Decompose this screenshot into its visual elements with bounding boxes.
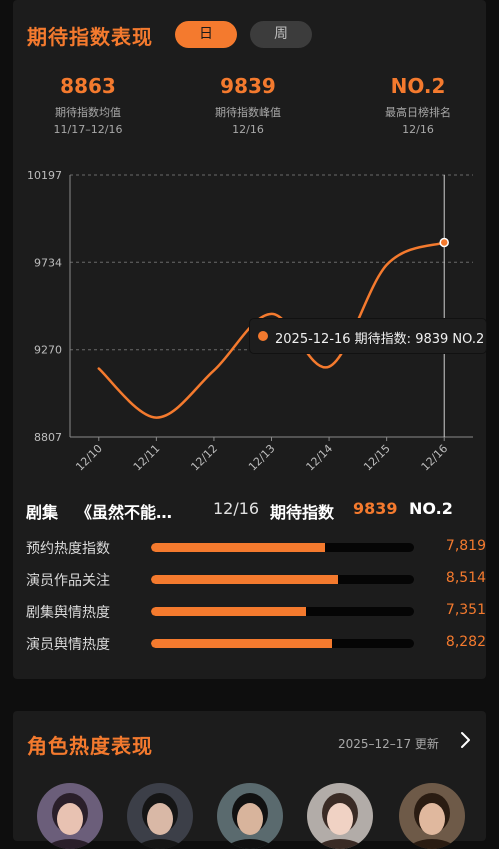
metric-value: 7,351 (445, 602, 486, 618)
stat-average: 8863 期待指数均值 11/17–12/16 (13, 74, 163, 136)
series-metric-label: 期待指数 (270, 503, 335, 522)
metric-label: 预约热度指数 (26, 541, 110, 557)
stat-value: 8863 (60, 74, 116, 98)
role-heat-card: 角色热度表现 2025–12–17 更新 (13, 711, 486, 849)
expectation-line-chart[interactable]: 10197 9734 9270 8807 12/10 12/11 12/12 12/13 12/… (13, 160, 486, 490)
actor-avatar[interactable] (127, 783, 193, 849)
expectation-index-card: 期待指数表现 日 周 8863 期待指数均值 11/17–12/16 9839 … (13, 0, 486, 679)
actor-avatar[interactable] (399, 783, 465, 849)
series-title[interactable]: 《虽然不能… (76, 503, 173, 522)
metric-row: 演员舆情热度 8,282 (26, 634, 486, 654)
x-tick-label: 12/13 (246, 442, 278, 474)
tab-week[interactable]: 周 (250, 21, 312, 48)
metric-row: 演员作品关注 8,514 (26, 570, 486, 590)
stat-date: 11/17–12/16 (53, 123, 123, 136)
section-title: 角色热度表现 (27, 734, 153, 758)
metric-bar-fill (151, 639, 333, 648)
stat-label: 最高日榜排名 (385, 106, 451, 119)
stat-date: 12/16 (402, 123, 434, 136)
x-tick-label: 12/15 (361, 442, 393, 474)
chart-tooltip: 2025-12-16 期待指数: 9839 NO.2 (250, 319, 486, 353)
stat-label: 期待指数峰值 (215, 106, 281, 119)
tab-day[interactable]: 日 (175, 21, 237, 48)
stat-label: 期待指数均值 (55, 106, 121, 119)
x-tick-label: 12/14 (304, 442, 336, 474)
metric-bar-fill (151, 575, 338, 584)
metric-bar-track (151, 575, 414, 584)
metric-label: 剧集舆情热度 (26, 605, 110, 621)
series-metric-value: 9839 (353, 499, 398, 518)
series-rank: NO.2 (409, 499, 453, 518)
y-tick-label: 10197 (27, 169, 62, 182)
section-title: 期待指数表现 (27, 25, 153, 49)
x-tick-label: 12/11 (131, 442, 163, 474)
x-tick-label: 12/10 (73, 442, 105, 474)
metric-bar-track (151, 607, 414, 616)
series-type-label: 剧集 (26, 503, 59, 522)
actor-avatar[interactable] (307, 783, 373, 849)
chevron-right-icon[interactable] (456, 730, 476, 750)
tooltip-marker-icon (258, 331, 268, 341)
stat-value: 9839 (220, 74, 276, 98)
actor-avatar[interactable] (37, 783, 103, 849)
tooltip-text: 2025-12-16 期待指数: 9839 NO.2 (275, 332, 485, 347)
x-tick-label: 12/12 (188, 442, 220, 474)
x-tick-label: 12/16 (419, 442, 451, 474)
metric-bar-fill (151, 543, 325, 552)
metric-label: 演员舆情热度 (26, 637, 110, 653)
data-point (439, 237, 449, 248)
series-line (97, 241, 446, 419)
series-date: 12/16 (213, 499, 260, 518)
metric-bar-track (151, 639, 414, 648)
metric-row: 剧集舆情热度 7,351 (26, 602, 486, 622)
metric-bar-track (151, 543, 414, 552)
metric-bar-fill (151, 607, 307, 616)
metric-label: 演员作品关注 (26, 573, 110, 589)
metric-value: 8,514 (445, 570, 486, 586)
stat-date: 12/16 (232, 123, 264, 136)
stat-peak: 9839 期待指数峰值 12/16 (173, 74, 323, 136)
metric-row: 预约热度指数 7,819 (26, 538, 486, 558)
stat-value: NO.2 (390, 74, 446, 98)
actor-avatar[interactable] (217, 783, 283, 849)
stat-rank: NO.2 最高日榜排名 12/16 (343, 74, 493, 136)
y-tick-label: 9270 (34, 344, 62, 357)
y-tick-label: 8807 (34, 431, 62, 444)
update-time: 2025–12–17 更新 (338, 737, 439, 751)
y-tick-label: 9734 (34, 256, 62, 269)
metric-value: 7,819 (445, 538, 486, 554)
metric-value: 8,282 (445, 634, 486, 650)
